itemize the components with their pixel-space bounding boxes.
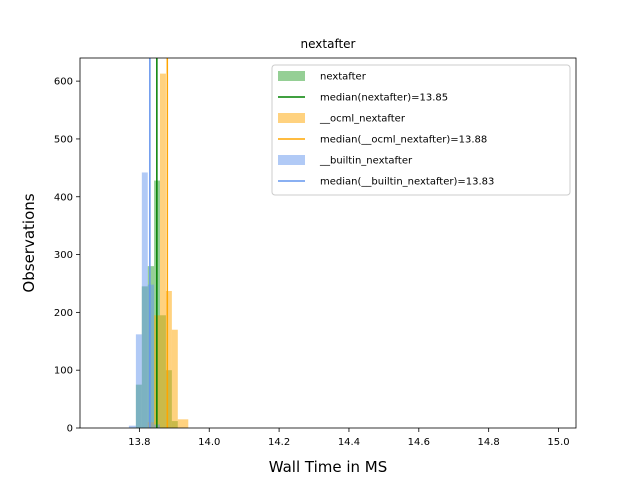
y-tick-label: 0 xyxy=(67,424,73,435)
legend-label: median(nextafter)=13.85 xyxy=(320,93,448,104)
x-tick-label: 13.8 xyxy=(128,437,150,448)
x-axis-label: Wall Time in MS xyxy=(269,458,388,476)
legend-label: median(__builtin_nextafter)=13.83 xyxy=(320,177,494,188)
x-tick-label: 15.0 xyxy=(547,437,569,448)
histogram-bar-builtinnextafter-2 xyxy=(141,172,148,428)
y-tick-label: 100 xyxy=(54,366,73,377)
legend-box xyxy=(271,64,571,196)
y-tick-label: 400 xyxy=(54,192,73,203)
y-tick-label: 600 xyxy=(54,77,73,88)
legend-label: __builtin_nextafter xyxy=(319,156,413,167)
legend-label: __ocml_nextafter xyxy=(319,114,406,125)
x-tick-label: 14.8 xyxy=(478,437,500,448)
histogram-bar-ocmlnextafter-2 xyxy=(159,73,166,429)
histogram-bar-ocmlnextafter-5 xyxy=(177,419,189,428)
y-tick-label: 200 xyxy=(54,308,73,319)
y-axis-label: Observations xyxy=(20,193,38,292)
legend-patch-nextafter xyxy=(278,71,305,81)
legend: nextafter median(nextafter)=13.85 __ocml_n… xyxy=(271,64,571,196)
chart-title: nextafter xyxy=(301,37,356,51)
histogram-bar-builtinnextafter-3 xyxy=(147,284,155,429)
x-tick-label: 14.6 xyxy=(408,437,430,448)
x-axis-ticks: 13.8 14.0 14.2 14.4 14.6 14.8 15.0 xyxy=(128,428,570,448)
histogram-bar-builtinnextafter-0 xyxy=(128,425,136,428)
legend-label: nextafter xyxy=(320,72,367,83)
legend-patch-builtinnextafter xyxy=(278,155,305,165)
legend-label: median(__ocml_nextafter)=13.88 xyxy=(320,135,487,146)
y-axis-ticks: 0 100 200 300 400 500 600 xyxy=(54,77,80,435)
x-tick-label: 14.0 xyxy=(198,437,220,448)
y-tick-label: 300 xyxy=(54,250,73,261)
axes-frame xyxy=(79,57,577,429)
histogram-bar-ocmlnextafter-4 xyxy=(171,329,178,428)
y-tick-label: 500 xyxy=(54,134,73,145)
legend-patch-ocmlnextafter xyxy=(278,113,305,123)
x-tick-label: 14.2 xyxy=(268,437,290,448)
median-lines xyxy=(149,58,169,428)
histogram-bar-ocmlnextafter-3 xyxy=(165,290,172,428)
histogram-bar-builtinnextafter-1 xyxy=(135,334,142,428)
x-tick-label: 14.4 xyxy=(338,437,360,448)
